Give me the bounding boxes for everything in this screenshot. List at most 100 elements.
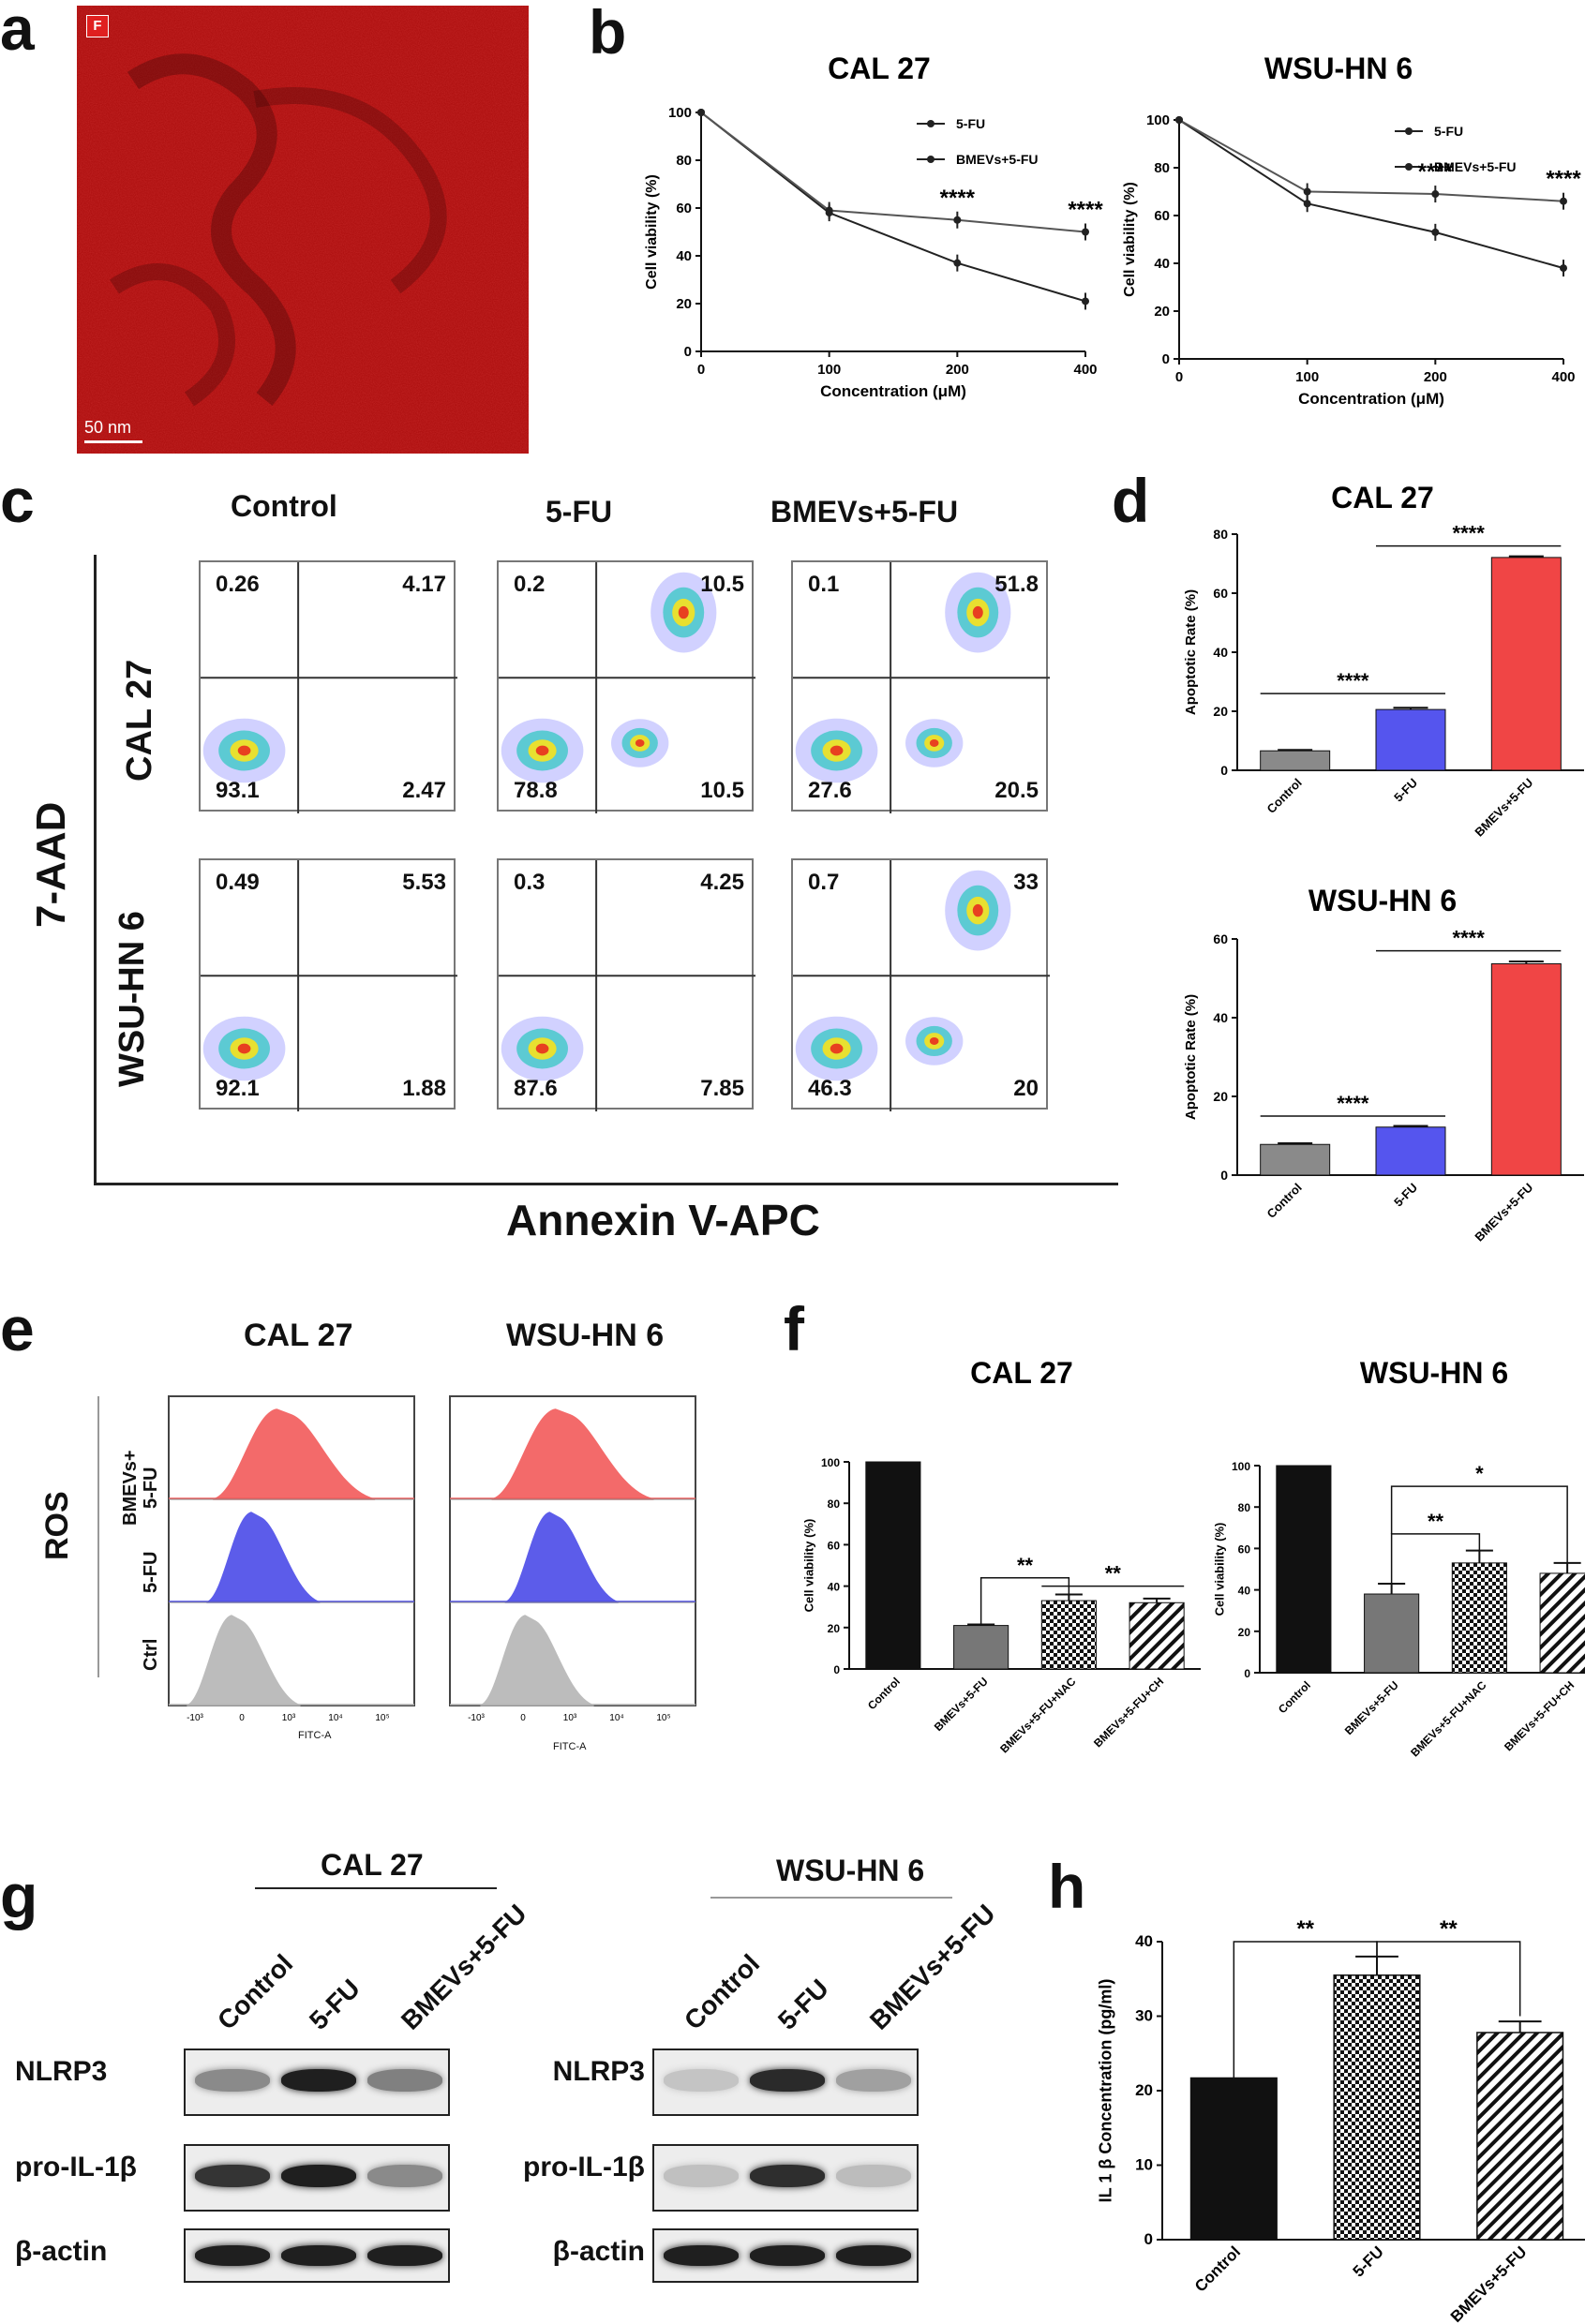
bar-0 <box>865 1461 921 1670</box>
flow-scatter <box>201 860 457 1111</box>
series-1-point-0 <box>1175 116 1183 124</box>
x-tick-label-0: Control <box>1264 776 1304 816</box>
wb-band-1-1-2 <box>836 2165 911 2187</box>
density-peak-0 <box>830 745 844 756</box>
legend-label-0: 5-FU <box>956 116 985 131</box>
y-tick-label-5: 100 <box>668 105 692 121</box>
x-tick-label-3: 400 <box>1073 362 1097 378</box>
panel-letter-e: e <box>0 1294 35 1363</box>
significance-0: ** <box>1296 1916 1314 1942</box>
wb-lane-label-1-1: 5-FU <box>772 1973 834 2035</box>
panel-letter-f: f <box>784 1294 804 1363</box>
quadrant-value-3: 2.47 <box>402 778 446 803</box>
ros-xtick-0-2: 10³ <box>282 1713 296 1723</box>
y-tick-label-4: 80 <box>1154 160 1170 176</box>
flow-scatter <box>793 860 1050 1111</box>
legend-marker-1 <box>927 156 935 163</box>
y-tick-label-2: 40 <box>828 1581 841 1594</box>
flow-plot-r1-c2: 0.7 33 46.3 20 <box>791 858 1050 1111</box>
wb-lane-label-0-0: Control <box>212 1948 299 2035</box>
y-tick-label-1: 20 <box>676 296 692 312</box>
x-tick-label-1: BMEVs+5-FU <box>1342 1678 1401 1737</box>
quadrant-value-2: 93.1 <box>216 778 260 803</box>
wb-band-0-1-0 <box>195 2165 270 2187</box>
y-tick-label-3: 60 <box>1213 586 1228 601</box>
ros-col-cal27: CAL 27 <box>244 1318 353 1353</box>
chart-b-wsu: WSU-HN 6 0 20 40 60 80 100 Cell viability (%) 0 1… <box>1122 52 1581 408</box>
ros-xtick-0-3: 10⁴ <box>328 1713 342 1723</box>
bracket-0 <box>1390 1533 1481 1584</box>
bar-0 <box>1260 750 1331 771</box>
wb-band-1-2-0 <box>664 2245 739 2266</box>
x-tick-label-2: BMEVs+5-FU <box>1472 776 1535 840</box>
y-tick-label-1: 20 <box>1238 1626 1251 1639</box>
bar-3 <box>1539 1572 1585 1674</box>
y-tick-label-5: 100 <box>1146 112 1170 128</box>
scale-bar-label: 50 nm <box>84 418 132 437</box>
wb-band-1-2-1 <box>750 2245 825 2266</box>
chart-title: WSU-HN 6 <box>1264 52 1413 85</box>
quadrant-value-0: 0.1 <box>808 572 840 597</box>
y-tick-label-0: 0 <box>1144 2230 1153 2248</box>
element-badge: F <box>86 15 109 37</box>
density-peak-0 <box>535 1043 549 1054</box>
chart-title: WSU-HN 6 <box>1308 884 1457 917</box>
chart-d-cal27: CAL 27 0 20 40 60 80 Apoptotic Rate (%) Control… <box>1183 481 1584 840</box>
x-tick-label-0: 0 <box>1175 369 1183 385</box>
y-tick-label-4: 80 <box>1213 527 1228 542</box>
x-tick-label-2: BMEVs+5-FU+NAC <box>1408 1678 1489 1760</box>
ros-histogram-0-0 <box>212 1408 376 1500</box>
ros-row-ctrl: Ctrl <box>141 1638 161 1671</box>
y-tick-label-2: 40 <box>1213 1010 1228 1025</box>
series-1-point-0 <box>697 109 705 116</box>
quadrant-value-1: 51.8 <box>994 572 1039 597</box>
y-axis-label: Apoptotic Rate (%) <box>1183 589 1199 715</box>
density-peak-0 <box>237 1043 251 1054</box>
panel-letter-c: c <box>0 466 35 535</box>
y-tick-label-0: 0 <box>1162 351 1170 367</box>
series-line-1 <box>700 112 1086 233</box>
x-tick-label-1: 5-FU <box>1350 2242 1387 2280</box>
y-tick-label-3: 60 <box>828 1539 841 1552</box>
ros-histogram-1-0 <box>491 1408 654 1500</box>
flow-plot-r1-c0: 0.49 5.53 92.1 1.88 <box>199 858 457 1111</box>
y-tick-label-5: 100 <box>1232 1460 1250 1473</box>
ros-xtick-0-0: -10³ <box>187 1713 203 1723</box>
wb-cell-cal27: CAL 27 <box>321 1848 424 1882</box>
x-tick-label-3: 400 <box>1551 369 1575 385</box>
x-tick-label-1: 5-FU <box>1391 1181 1420 1210</box>
x-tick-label-2: BMEVs+5-FU <box>1447 2242 1531 2324</box>
y-axis-label: Cell viability (%) <box>1213 1523 1227 1616</box>
y-tick-label-0: 0 <box>684 344 692 360</box>
bar-0 <box>1260 1143 1331 1176</box>
y-tick-label-0: 0 <box>1244 1667 1250 1680</box>
bar-3 <box>1129 1601 1185 1670</box>
ros-col-wsu: WSU-HN 6 <box>506 1318 665 1353</box>
flow-x-axis: Annexin V-APC <box>506 1196 820 1244</box>
quadrant-value-3: 7.85 <box>700 1076 744 1101</box>
ros-histograms: -10³ 0 10³ 10⁴ 10⁵ -10³ 0 10³ 10⁴ 10⁵ <box>168 1395 696 1723</box>
panel-letter-g: g <box>0 1861 38 1930</box>
bar-1 <box>1364 1593 1420 1674</box>
y-tick-label-1: 20 <box>1213 704 1228 719</box>
chart-title: CAL 27 <box>828 52 931 85</box>
scale-bar <box>84 440 142 443</box>
y-tick-label-3: 60 <box>676 201 692 216</box>
series-line-0 <box>1178 119 1564 270</box>
quadrant-value-0: 0.2 <box>514 572 546 597</box>
panel-letter-b: b <box>589 0 627 67</box>
ros-y-label: ROS <box>39 1491 75 1560</box>
wb-lane-label-1-2: BMEVs+5-FU <box>864 1899 1001 2035</box>
ros-histogram-1-2 <box>480 1615 594 1706</box>
wb-blot-0-0 <box>184 2048 450 2116</box>
wb-protein-label-1-2: β-actin <box>552 2236 645 2267</box>
ros-xtick-0-4: 10⁵ <box>375 1713 389 1723</box>
legend-label-1: BMEVs+5-FU <box>956 152 1039 167</box>
ros-row-5fu: 5-FU <box>141 1551 161 1593</box>
flow-plot-r0-c0: 0.26 4.17 93.1 2.47 <box>199 560 457 813</box>
significance-1: **** <box>1453 927 1486 950</box>
ros-xtick-1-0: -10³ <box>468 1713 485 1723</box>
chart-d-wsu: WSU-HN 6 0 20 40 60 Apoptotic Rate (%) Control… <box>1183 884 1584 1244</box>
significance-0: ** <box>1017 1554 1034 1577</box>
flow-axis-frame <box>94 555 1118 1185</box>
